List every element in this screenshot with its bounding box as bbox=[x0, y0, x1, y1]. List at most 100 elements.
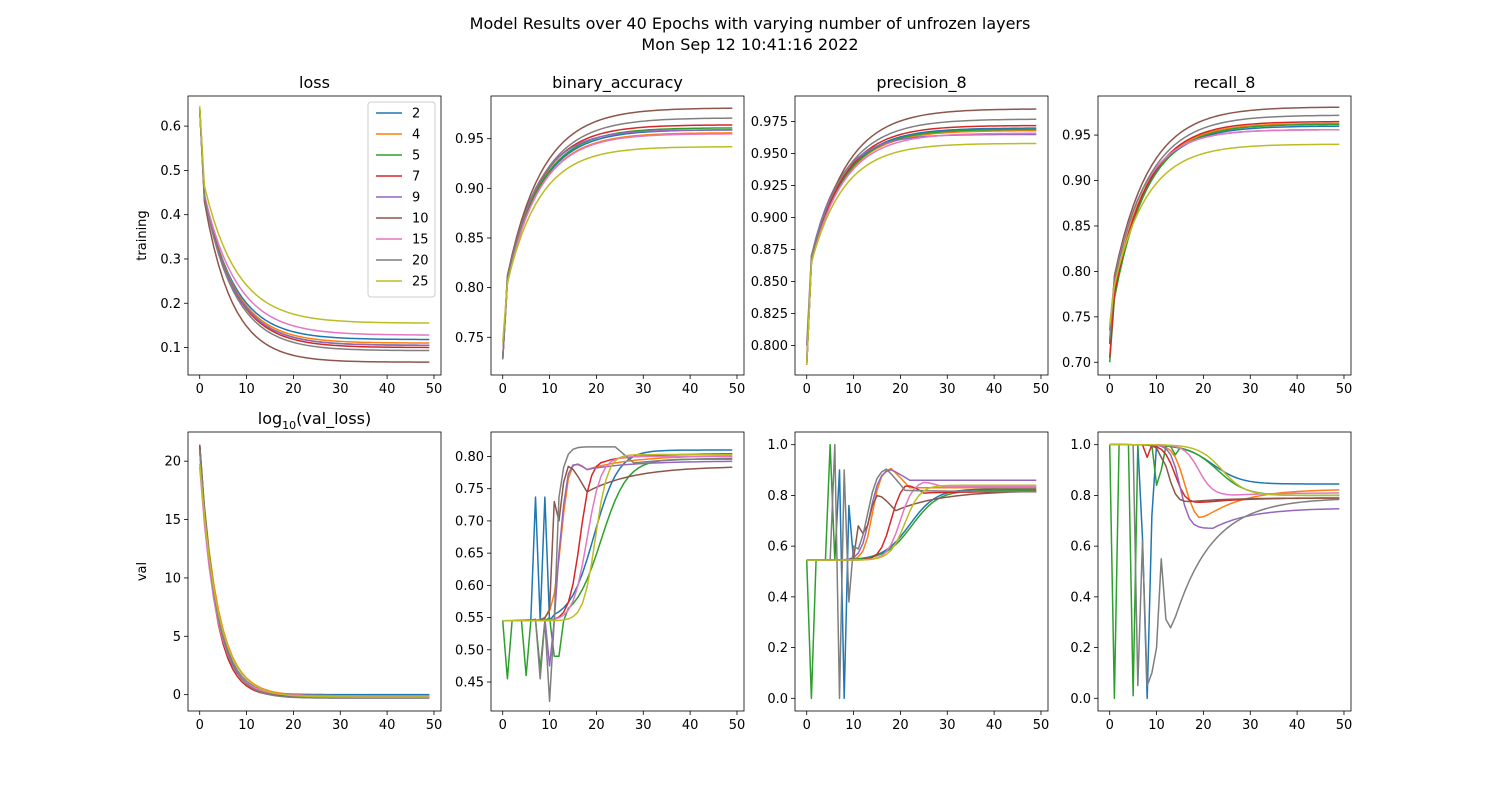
y-tick-label: 0.70 bbox=[1062, 356, 1091, 371]
x-tick-label: 30 bbox=[332, 718, 349, 733]
series-line-25 bbox=[806, 484, 1037, 561]
series-line-20 bbox=[1109, 443, 1340, 687]
axes-frame bbox=[187, 95, 442, 376]
subplot-grid: 0 10 20 30 40 500.10.20.30.40.50.6losstrainin… bbox=[135, 73, 1352, 733]
x-tick-label: 10 bbox=[541, 718, 558, 733]
y-tick-label: 0.50 bbox=[455, 643, 484, 658]
x-tick-label: 30 bbox=[635, 382, 652, 397]
subplot-val_precision_8: 0 10 20 30 40 50 0.0 0.2 0.4 0.6 0.8 1.0 bbox=[767, 431, 1050, 733]
axes-frame bbox=[1097, 95, 1352, 376]
x-tick-label: 10 bbox=[1148, 382, 1165, 397]
legend-label-10: 10 bbox=[412, 212, 429, 227]
y-tick-label: 0.2 bbox=[1070, 641, 1091, 656]
y-tick-label: 1.0 bbox=[1070, 438, 1091, 453]
series-line-5 bbox=[1108, 123, 1340, 363]
figure-title: Model Results over 40 Epochs with varyin… bbox=[470, 14, 1031, 33]
series-line-25 bbox=[805, 142, 1037, 365]
x-tick-label: 20 bbox=[1195, 382, 1212, 397]
axes-frame bbox=[490, 95, 745, 376]
y-tick-label: 0.800 bbox=[751, 339, 788, 354]
x-tick-label: 30 bbox=[1242, 718, 1259, 733]
x-tick-label: 0 bbox=[803, 718, 811, 733]
x-tick-label: 40 bbox=[379, 718, 396, 733]
y-tick-label: 10 bbox=[164, 571, 181, 586]
x-tick-label: 50 bbox=[1336, 718, 1353, 733]
series-group bbox=[501, 107, 733, 360]
subplot-val_recall_8: 0 10 20 30 40 50 0.0 0.2 0.4 0.6 0.8 1.0 bbox=[1070, 431, 1353, 733]
legend: 2 4 5 7 9 10 15 20 25 bbox=[367, 101, 436, 298]
x-tick-label: 30 bbox=[1242, 382, 1259, 397]
subplot-title: log10(val_loss) bbox=[258, 409, 372, 432]
series-line-20 bbox=[198, 108, 430, 352]
y-tick-label: 0.6 bbox=[767, 540, 788, 555]
series-line-20 bbox=[198, 449, 430, 699]
y-tick-label: 0.45 bbox=[455, 676, 484, 691]
y-tick-label: 0.3 bbox=[160, 252, 181, 267]
series-line-10 bbox=[501, 107, 733, 360]
y-tick-label: 0.975 bbox=[751, 115, 788, 130]
y-axis-label: training bbox=[135, 210, 150, 260]
series-line-20 bbox=[806, 443, 1037, 700]
y-tick-label: 0.85 bbox=[1062, 219, 1091, 234]
subplot-binary_accuracy: 0 10 20 30 40 50 0.75 0.80 0.85 0.90 0.95 binary_ac… bbox=[455, 73, 745, 397]
y-tick-label: 0.75 bbox=[1062, 310, 1091, 325]
x-tick-label: 20 bbox=[892, 718, 909, 733]
subplot-title: precision_8 bbox=[876, 73, 966, 93]
y-tick-label: 0.80 bbox=[1062, 265, 1091, 280]
y-tick-label: 0.825 bbox=[751, 307, 788, 322]
y-tick-label: 15 bbox=[164, 513, 181, 528]
x-tick-label: 10 bbox=[238, 382, 255, 397]
x-tick-label: 50 bbox=[1336, 382, 1353, 397]
x-tick-label: 10 bbox=[238, 718, 255, 733]
series-line-10 bbox=[805, 108, 1037, 365]
y-tick-label: 1.0 bbox=[767, 438, 788, 453]
y-tick-label: 0.2 bbox=[160, 297, 181, 312]
y-tick-label: 0.8 bbox=[767, 489, 788, 504]
series-group bbox=[805, 108, 1037, 365]
y-tick-label: 0.65 bbox=[455, 547, 484, 562]
x-tick-label: 0 bbox=[196, 382, 204, 397]
y-tick-label: 0.95 bbox=[455, 132, 484, 147]
y-tick-label: 20 bbox=[164, 455, 181, 470]
x-tick-label: 30 bbox=[635, 718, 652, 733]
x-tick-label: 50 bbox=[426, 718, 443, 733]
x-tick-label: 40 bbox=[986, 382, 1003, 397]
x-tick-label: 50 bbox=[1033, 718, 1050, 733]
subplot-recall_8: 0 10 20 30 40 50 0.70 0.75 0.80 0.85 0.90 0.95 recal… bbox=[1062, 73, 1352, 397]
y-tick-label: 0.875 bbox=[751, 243, 788, 258]
x-tick-label: 20 bbox=[892, 382, 909, 397]
series-group bbox=[805, 443, 1037, 700]
y-tick-label: 0.4 bbox=[767, 590, 788, 605]
axes-frame bbox=[794, 431, 1049, 712]
series-line-7 bbox=[1108, 120, 1340, 358]
x-tick-label: 0 bbox=[196, 718, 204, 733]
axes-frame bbox=[490, 431, 745, 712]
x-tick-label: 0 bbox=[1106, 382, 1114, 397]
y-tick-label: 0.60 bbox=[455, 579, 484, 594]
x-tick-label: 20 bbox=[1195, 718, 1212, 733]
x-tick-label: 50 bbox=[426, 382, 443, 397]
y-tick-label: 0.55 bbox=[455, 611, 484, 626]
series-line-9 bbox=[198, 108, 430, 346]
subplot-title: loss bbox=[299, 73, 330, 92]
y-tick-label: 0.850 bbox=[751, 275, 788, 290]
axes-frame bbox=[794, 95, 1049, 376]
x-tick-label: 40 bbox=[682, 718, 699, 733]
subplot-val_loss: 0 10 20 30 40 50 0 5 10 15 20 log10(val_loss)val bbox=[135, 409, 442, 733]
series-line-20 bbox=[1108, 114, 1340, 340]
legend-label-5: 5 bbox=[412, 149, 420, 164]
x-tick-label: 0 bbox=[499, 718, 507, 733]
legend-label-7: 7 bbox=[412, 170, 420, 185]
series-line-15 bbox=[805, 132, 1037, 365]
y-tick-label: 0.5 bbox=[160, 164, 181, 179]
y-tick-label: 0.8 bbox=[1070, 489, 1091, 504]
y-tick-label: 0.925 bbox=[751, 179, 788, 194]
y-tick-label: 0.900 bbox=[751, 211, 788, 226]
y-tick-label: 0.70 bbox=[455, 514, 484, 529]
series-group bbox=[1108, 443, 1340, 700]
y-tick-label: 0.1 bbox=[160, 341, 181, 356]
x-tick-label: 40 bbox=[986, 718, 1003, 733]
y-tick-label: 0.80 bbox=[455, 281, 484, 296]
figure-subtitle: Mon Sep 12 10:41:16 2022 bbox=[641, 35, 858, 54]
